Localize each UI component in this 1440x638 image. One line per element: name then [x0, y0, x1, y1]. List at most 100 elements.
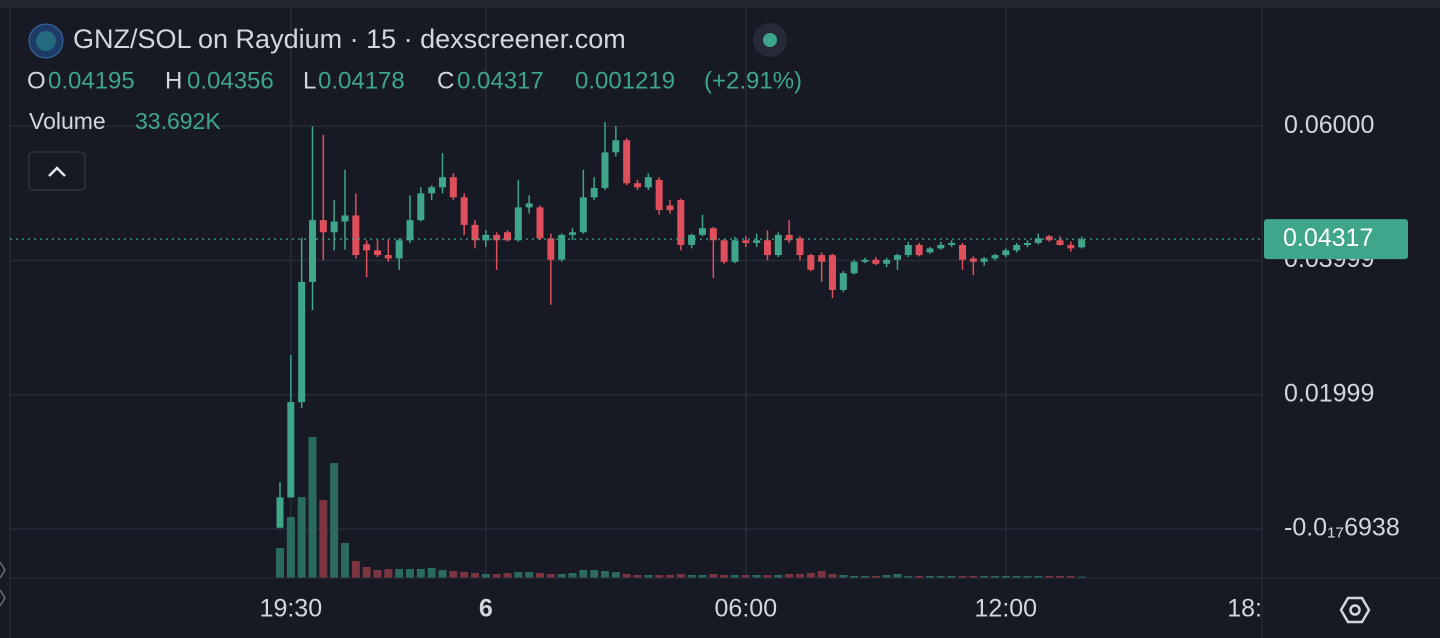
candle-body: [883, 259, 891, 264]
volume-bar: [351, 561, 360, 578]
volume-bar: [1012, 576, 1021, 578]
candle-body: [893, 255, 901, 260]
candle-body: [438, 177, 446, 188]
volume-bar: [947, 576, 956, 578]
volume-bar: [579, 570, 588, 578]
settings-button[interactable]: [1339, 596, 1371, 624]
volume-bar: [395, 569, 404, 578]
volume-bar: [936, 576, 945, 578]
grid: [10, 8, 1262, 578]
candle-body: [1013, 244, 1021, 251]
volume-bar: [514, 572, 523, 578]
change-value: 0.001219: [575, 67, 675, 94]
candle-body: [644, 177, 652, 188]
last-price-label: 0.04317: [1283, 224, 1373, 252]
candle-body: [330, 221, 338, 233]
ohlc-value: 0.04317: [457, 67, 544, 94]
candle-body: [384, 255, 392, 259]
volume-bar: [665, 575, 674, 578]
volume-bar: [373, 570, 382, 578]
volume-bar: [492, 574, 501, 578]
candle-body: [514, 207, 522, 241]
candle-body: [319, 220, 327, 233]
volume-bar: [730, 575, 739, 578]
candle-body: [449, 177, 457, 198]
candle-body: [980, 258, 988, 262]
volume-bar: [1034, 576, 1043, 578]
candle-body: [612, 140, 620, 153]
ohlc-key: O: [27, 67, 46, 94]
candle-body: [677, 200, 685, 245]
volume-bar: [1077, 576, 1086, 578]
volume-bar: [871, 576, 880, 578]
candle-body: [763, 240, 771, 256]
volume-bar: [752, 575, 761, 578]
candle-body: [807, 255, 815, 270]
candle-body: [948, 242, 956, 245]
candle-body: [937, 244, 945, 249]
candle-body: [482, 234, 490, 241]
candle-body: [839, 273, 847, 290]
volume-value: 33.692K: [135, 108, 221, 134]
candle-body: [904, 244, 912, 256]
candle-body: [1023, 242, 1031, 245]
candle-body: [460, 197, 468, 225]
volume-bar: [557, 574, 566, 578]
y-tick-label: -0.0₁₇6938: [1284, 514, 1400, 542]
volume-bar: [850, 576, 859, 578]
candle-body: [850, 261, 858, 274]
edge-handle: [0, 561, 6, 607]
ohlc-value: 0.04356: [187, 67, 274, 94]
token-icon-glow: [36, 31, 56, 51]
volume-bar: [1055, 576, 1064, 578]
candle-body: [958, 244, 966, 260]
candle-body: [1067, 244, 1075, 249]
candle-body: [698, 228, 706, 235]
candle-body: [872, 259, 880, 264]
settings-icon-center: [1349, 604, 1361, 616]
volume-bar: [655, 575, 664, 578]
ohlc-key: H: [165, 67, 182, 94]
volume-bar: [904, 576, 913, 578]
volume-bar: [893, 574, 902, 578]
volume-bar: [319, 500, 328, 578]
candle-body: [493, 234, 501, 241]
candle-body: [1056, 240, 1064, 245]
volume-bar: [817, 571, 826, 578]
collapse-button[interactable]: [28, 151, 86, 191]
candle-body: [731, 240, 739, 262]
volume-bar: [644, 575, 653, 578]
candle-body: [1002, 250, 1010, 256]
candle-body: [298, 281, 306, 403]
volume-bar: [860, 576, 869, 578]
y-tick-label: 0.01999: [1284, 379, 1374, 407]
volume-bar: [286, 517, 295, 578]
candle-body: [785, 234, 793, 241]
volume-bar: [568, 573, 577, 578]
volume-bar: [438, 570, 447, 578]
volume-bar: [925, 576, 934, 578]
volume-bar: [1001, 576, 1010, 578]
volume-bar: [525, 572, 534, 578]
candle-body: [525, 203, 533, 208]
candle-body: [1078, 239, 1086, 248]
ohlc-key: L: [303, 67, 316, 94]
volume-title: Volume: [29, 108, 106, 134]
volume-bar: [882, 575, 891, 578]
volume-bar: [1045, 576, 1054, 578]
volume-bar: [633, 575, 642, 578]
candle-body: [590, 187, 598, 198]
candle-body: [623, 140, 631, 184]
x-tick-label: 06:00: [715, 595, 778, 623]
volume-bar: [806, 573, 815, 578]
volume-bar: [828, 574, 837, 578]
x-tick-label: 12:00: [975, 595, 1038, 623]
volume-bar: [763, 575, 772, 578]
candle-body: [828, 255, 836, 290]
ohlc-value: 0.04195: [48, 67, 135, 94]
volume-bar: [416, 569, 425, 578]
volume-bar: [427, 568, 436, 578]
volume-bar: [676, 574, 685, 578]
